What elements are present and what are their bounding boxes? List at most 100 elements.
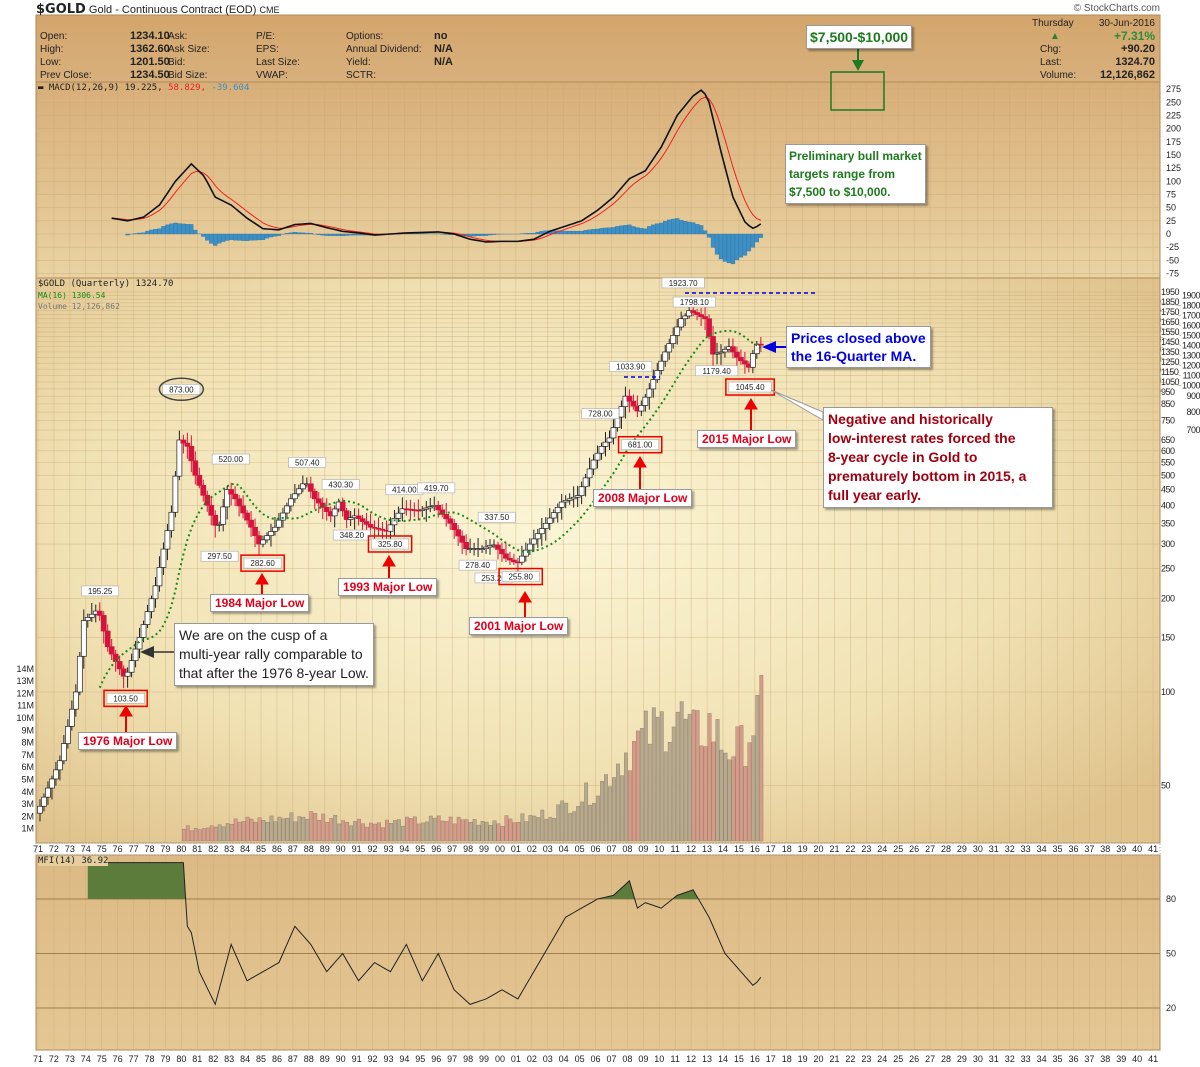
volume-bar bbox=[663, 751, 668, 842]
macd-histogram-bar bbox=[193, 229, 198, 235]
volume-bar bbox=[620, 775, 624, 842]
price-label: 1045.40 bbox=[736, 383, 765, 392]
macd-histogram-bar bbox=[165, 224, 170, 235]
candle-body bbox=[53, 769, 59, 780]
volume-bar bbox=[472, 819, 477, 842]
price-tick-label: 1700 bbox=[1182, 311, 1200, 321]
macd-histogram-bar bbox=[714, 233, 720, 255]
volume-bar bbox=[229, 823, 234, 842]
x-tick-label: 76 bbox=[113, 844, 123, 854]
quote-chg: +90.20 bbox=[1121, 43, 1155, 55]
volume-tick-label: 12M bbox=[16, 688, 34, 698]
macd-histogram-bar bbox=[734, 233, 740, 261]
candle-body bbox=[375, 527, 382, 530]
macd-histogram-bar bbox=[718, 233, 724, 260]
x-tick-label: 75 bbox=[97, 844, 107, 854]
x-tick-label: 40 bbox=[1132, 844, 1142, 854]
volume-bar bbox=[464, 819, 469, 842]
x-tick-label: 28 bbox=[941, 844, 951, 854]
volume-bar bbox=[528, 815, 533, 842]
candle-body bbox=[200, 484, 207, 496]
x-tick-label: 01 bbox=[511, 844, 521, 854]
macd-histogram-bar bbox=[615, 226, 620, 235]
x-tick-label: 07 bbox=[606, 844, 616, 854]
x-tick-label: 09 bbox=[638, 1054, 648, 1064]
macd-histogram-bar bbox=[225, 233, 230, 241]
target-arrow-icon bbox=[852, 60, 864, 71]
macd-histogram-bar bbox=[698, 225, 704, 235]
candle-body bbox=[264, 535, 270, 541]
quote-panel: Thursday 30-Jun-2016 ▲ +7.31% Chg: +90.20 L… bbox=[1032, 17, 1155, 82]
info-label: Ask Size: bbox=[168, 44, 210, 55]
volume-bar bbox=[193, 828, 198, 842]
macd-histogram-bar bbox=[141, 232, 146, 235]
macd-histogram-bar bbox=[563, 230, 568, 235]
x-tick-label: 71 bbox=[33, 1054, 43, 1064]
price-label-bg bbox=[695, 365, 739, 377]
macd-histogram-bar bbox=[639, 228, 644, 235]
candle-body bbox=[347, 517, 354, 520]
price-tick-leader bbox=[1159, 368, 1182, 376]
volume-bar bbox=[500, 826, 505, 842]
price-label-bg bbox=[621, 439, 660, 451]
macd-histogram-bar bbox=[475, 233, 481, 237]
macd-histogram-bar bbox=[491, 233, 497, 235]
price-tick-label: 550 bbox=[1161, 457, 1175, 467]
price-tick-label: 400 bbox=[1161, 500, 1175, 510]
candle-body bbox=[216, 523, 223, 526]
macd-histogram-bar bbox=[742, 233, 748, 256]
volume-bar bbox=[568, 813, 573, 842]
volume-bar bbox=[237, 821, 242, 842]
x-tick-label: 21 bbox=[829, 844, 839, 854]
price-tick-label: 300 bbox=[1161, 539, 1175, 549]
major-low-1984: 1984 Major Low bbox=[210, 594, 310, 612]
x-tick-label: 24 bbox=[877, 844, 887, 854]
info-row: Annual Dividend: N/A bbox=[346, 43, 453, 56]
x-tick-label: 93 bbox=[383, 1054, 393, 1064]
price-label: 253.20 bbox=[481, 574, 506, 583]
volume-tick-label: 9M bbox=[21, 725, 34, 735]
x-tick-label: 13 bbox=[702, 1054, 712, 1064]
note-line: targets range from bbox=[789, 167, 896, 181]
price-tick-label: 1750 bbox=[1161, 307, 1180, 317]
major-low-2008: 2008 Major Low bbox=[593, 489, 693, 507]
x-tick-label: 03 bbox=[543, 1054, 553, 1064]
x-tick-label: 31 bbox=[989, 1054, 999, 1064]
up-triangle-icon: ▲ bbox=[1050, 31, 1060, 42]
volume-bar bbox=[759, 675, 764, 842]
volume-bar bbox=[265, 822, 270, 842]
x-tick-label: 41 bbox=[1148, 1054, 1158, 1064]
volume-bar bbox=[739, 725, 744, 842]
candle-body bbox=[148, 598, 155, 612]
volume-bar bbox=[201, 828, 206, 842]
price-tick-leader bbox=[1159, 388, 1162, 393]
info-value: 1234.10 bbox=[130, 30, 170, 42]
macd-histogram-bar bbox=[232, 233, 238, 241]
candle-body bbox=[626, 395, 633, 402]
x-tick-label: 31 bbox=[989, 844, 999, 854]
candle-body bbox=[108, 646, 115, 655]
volume-tick-label: 10M bbox=[16, 713, 34, 723]
macd-legend-icon: ▬ bbox=[38, 83, 44, 93]
volume-bar bbox=[596, 795, 600, 842]
volume-bar bbox=[695, 710, 700, 842]
volume-bar bbox=[181, 828, 186, 842]
volume-bar bbox=[508, 818, 513, 842]
volume-bar bbox=[253, 821, 258, 842]
x-tick-label: 39 bbox=[1116, 1054, 1126, 1064]
candle-body bbox=[292, 493, 298, 500]
candle-body bbox=[268, 531, 274, 537]
volume-bar bbox=[305, 819, 310, 842]
volume-bar bbox=[249, 818, 254, 842]
candle-body bbox=[168, 511, 175, 532]
volume-tick-label: 11M bbox=[17, 701, 34, 711]
x-tick-label: 38 bbox=[1100, 1054, 1110, 1064]
x-tick-label: 86 bbox=[272, 1054, 282, 1064]
x-tick-label: 23 bbox=[861, 1054, 871, 1064]
candle-body bbox=[443, 514, 450, 520]
cusp-arrow-icon bbox=[140, 646, 154, 658]
x-tick-label: 37 bbox=[1084, 844, 1094, 854]
stockcharts-credit[interactable]: © StockCharts.com bbox=[1073, 3, 1160, 14]
macd-panel-bg bbox=[35, 81, 1161, 279]
volume-bar bbox=[504, 815, 509, 842]
